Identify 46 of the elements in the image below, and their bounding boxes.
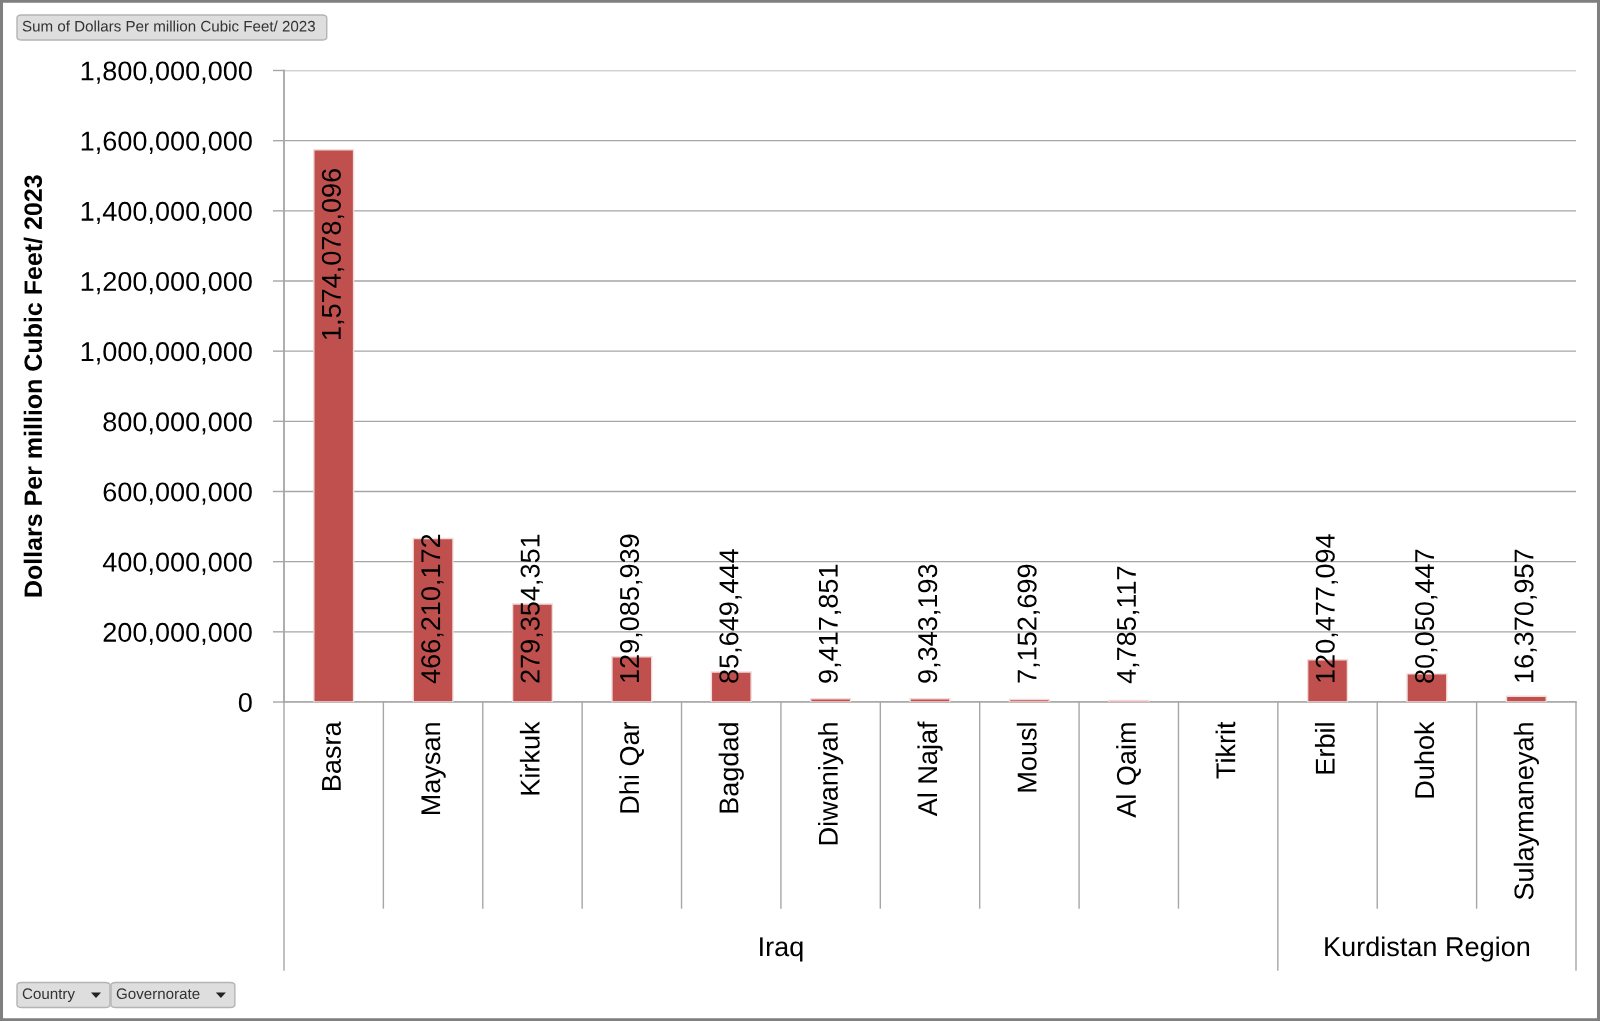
bar xyxy=(810,698,852,702)
x-tick-label: Dhi Qar xyxy=(619,721,644,813)
text: Kurdistan Region xyxy=(1325,936,1530,962)
x-tick-label: Erbil xyxy=(1314,723,1335,774)
y-tick-label: 0 xyxy=(238,692,252,713)
x-tick-label: Kirkuk xyxy=(519,721,540,795)
x-tick-label: Tikrit xyxy=(1215,721,1236,779)
x-tick-label: Al Qaim xyxy=(1116,723,1141,818)
y-tick-label: 600,000,000 xyxy=(103,482,252,505)
data-label: 80,050,447 xyxy=(1415,549,1438,683)
text: Iraq xyxy=(760,937,803,962)
y-tick-label: 800,000,000 xyxy=(103,412,252,435)
y-tick-label: 1,800,000,000 xyxy=(81,61,252,84)
data-label: 9,343,193 xyxy=(918,564,941,683)
data-label: 16,370,957 xyxy=(1514,549,1537,682)
y-axis-title: Dollars Per million Cubic Feet/ 2023 xyxy=(23,175,43,597)
bar xyxy=(1008,698,1050,702)
text: Country xyxy=(22,988,75,1003)
data-label: 279,354,351 xyxy=(520,534,543,683)
text: Governorate xyxy=(116,988,200,1000)
data-label: 7,152,699 xyxy=(1017,564,1040,683)
y-tick-label: 1,200,000,000 xyxy=(81,271,252,295)
bar xyxy=(313,149,355,702)
x-tick-label: Diwaniyah xyxy=(817,723,844,845)
y-tick-label: 1,000,000,000 xyxy=(81,342,252,365)
data-label: 9,417,851 xyxy=(818,564,842,683)
x-tick-label: Basra xyxy=(322,721,341,790)
y-tick-label: 1,400,000,000 xyxy=(81,201,252,225)
data-label: 85,649,444 xyxy=(719,549,742,683)
text: Sum of Dollars Per million Cubic Feet/ 2023 xyxy=(22,20,315,32)
y-tick-label: 200,000,000 xyxy=(103,622,252,646)
data-label: 120,477,094 xyxy=(1315,534,1339,682)
x-tick-label: Duhok xyxy=(1414,721,1435,798)
y-tick-label: 400,000,000 xyxy=(102,552,252,575)
data-label: 129,085,939 xyxy=(619,534,643,682)
bar xyxy=(909,698,951,702)
x-tick-label: Maysan xyxy=(421,723,446,815)
data-label: 466,210,172 xyxy=(421,534,444,684)
data-label: 1,574,078,096 xyxy=(321,168,345,339)
x-tick-label: Al Najaf xyxy=(917,721,943,817)
data-label: 4,785,117 xyxy=(1116,566,1140,684)
x-tick-label: Sulaymaneyah xyxy=(1513,723,1539,900)
x-tick-label: Bagdad xyxy=(718,723,744,813)
x-tick-label: Mousl xyxy=(1016,723,1037,792)
bar xyxy=(1505,695,1547,702)
y-tick-label: 1,600,000,000 xyxy=(81,131,252,154)
